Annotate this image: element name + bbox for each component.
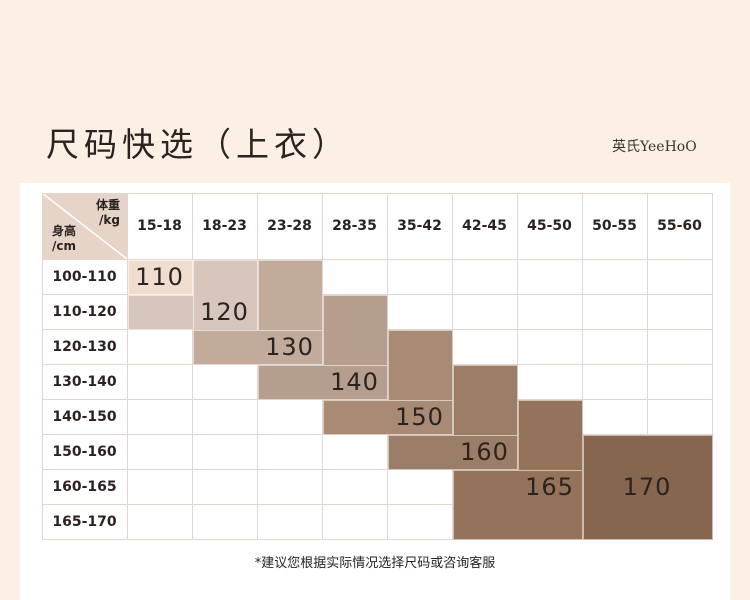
table-corner-header: 体重 /kg 身高 /cm: [42, 193, 127, 259]
size-block: [453, 470, 583, 540]
height-header: 110-120: [52, 303, 117, 320]
size-block: [193, 330, 323, 365]
size-label: 160: [460, 437, 509, 466]
weight-header: 50-55: [592, 218, 637, 234]
height-header: 140-150: [52, 408, 117, 425]
height-header: 100-110: [52, 268, 117, 285]
height-header: 165-170: [52, 513, 117, 530]
height-header: 150-160: [52, 443, 117, 460]
size-chart-table: 体重 /kg 身高 /cm 15-18 18-23 23-28 28-35 35-42 4…: [42, 193, 713, 540]
weight-header: 28-35: [332, 218, 377, 234]
size-label: 140: [330, 367, 379, 396]
weight-unit: /kg: [99, 213, 120, 227]
page-title: 尺码快选（上衣）: [46, 125, 350, 164]
size-label: 150: [395, 402, 444, 431]
weight-header: 55-60: [657, 218, 702, 234]
size-block: [388, 435, 518, 470]
brand-logo: 英氏YeeHoO: [612, 139, 697, 155]
weight-axis-label: 体重 /kg: [96, 198, 120, 228]
corner-diagonal-line: [42, 193, 127, 259]
size-label: 120: [200, 297, 249, 326]
weight-header: 18-23: [202, 218, 247, 234]
height-header: 130-140: [52, 373, 117, 390]
weight-header: 42-45: [462, 218, 507, 234]
height-label: 身高: [52, 224, 77, 238]
footnote: *建议您根据实际情况选择尺码或咨询客服: [254, 556, 496, 571]
weight-header: 15-18: [137, 218, 182, 234]
weight-label: 体重: [95, 198, 120, 212]
height-axis-label: 身高 /cm: [52, 224, 76, 254]
height-header: 120-130: [52, 338, 117, 355]
size-label: 165: [525, 472, 574, 501]
size-label: 130: [265, 332, 314, 361]
size-block: [583, 435, 713, 540]
size-block: [128, 260, 193, 295]
height-unit: /cm: [52, 239, 76, 253]
size-block: [323, 400, 453, 435]
size-label: 110: [135, 262, 184, 291]
weight-header: 45-50: [527, 218, 572, 234]
size-block: [258, 365, 388, 400]
size-label: 170: [622, 472, 672, 501]
height-header: 160-165: [52, 478, 117, 495]
weight-header: 35-42: [397, 218, 442, 234]
weight-header: 23-28: [267, 218, 312, 234]
